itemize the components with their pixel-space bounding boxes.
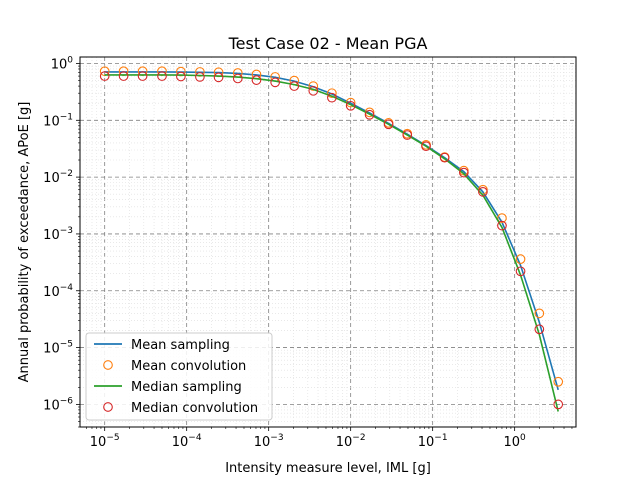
median-convolution-point xyxy=(118,71,129,81)
axes-frame xyxy=(79,56,577,428)
mean-convolution-point xyxy=(497,213,507,223)
median-convolution-point xyxy=(421,141,431,152)
series-layer xyxy=(99,66,564,412)
median-convolution-point xyxy=(289,81,300,91)
legend-label-mean-sampling: Mean sampling xyxy=(131,338,230,353)
median-convolution-point xyxy=(308,85,319,96)
median-convolution-point xyxy=(458,167,469,178)
median-convolution-point xyxy=(157,71,167,81)
legend-swatch-mean-convolution xyxy=(103,360,113,370)
median-convolution-point xyxy=(383,119,394,130)
legend: Mean sampling Mean convolution Median samp… xyxy=(85,332,273,421)
median-convolution-point xyxy=(213,72,224,83)
median-convolution-point xyxy=(534,324,545,335)
median-convolution-point xyxy=(553,399,564,410)
legend-swatch-median-convolution xyxy=(103,402,113,412)
legend-label-median-convolution: Median convolution xyxy=(131,401,258,416)
median-convolution-point xyxy=(195,72,205,82)
mean-convolution-point xyxy=(553,376,564,387)
chart-title: Test Case 02 - Mean PGA xyxy=(228,34,428,53)
median-convolution-point xyxy=(402,130,413,140)
x-axis-label: Intensity measure level, IML [g] xyxy=(225,461,431,476)
median-convolution-point xyxy=(327,92,337,103)
mean-convolution-point xyxy=(327,88,337,99)
median-convolution-point xyxy=(270,77,281,88)
x-tick-label: 10−2 xyxy=(336,433,366,450)
median-convolution-point xyxy=(99,71,110,81)
y-tick-label: 10−5 xyxy=(43,340,73,357)
y-tick-label: 10−2 xyxy=(43,169,73,186)
mean-convolution-point xyxy=(99,66,110,77)
y-tick-label: 10−3 xyxy=(43,226,73,243)
median-convolution-point xyxy=(232,73,243,84)
median-sampling-line xyxy=(104,74,559,412)
mean-convolution-point xyxy=(308,81,319,91)
x-tick-label: 10−5 xyxy=(90,433,120,450)
mean-convolution-point xyxy=(515,254,526,264)
y-tick-label: 10−4 xyxy=(43,283,73,300)
y-tick-label: 100 xyxy=(51,55,74,72)
y-axis-label: Annual probability of exceedance, APoE [… xyxy=(17,102,32,383)
y-tick-label: 10−6 xyxy=(43,396,73,413)
legend-box xyxy=(85,332,273,421)
ticks: 10−5 10−4 10−3 10−2 10−1 100 10−6 10−5 10−4 10−3 1… xyxy=(43,55,573,450)
x-tick-label: 10−1 xyxy=(418,433,448,450)
median-convolution-point xyxy=(497,220,507,231)
median-convolution-point xyxy=(478,187,488,197)
legend-label-median-sampling: Median sampling xyxy=(131,380,242,395)
median-convolution-point xyxy=(176,71,186,82)
x-tick-label: 10−3 xyxy=(254,433,284,450)
median-convolution-point xyxy=(137,71,148,81)
median-convolution-point xyxy=(515,266,526,277)
x-tick-label: 10−4 xyxy=(172,433,202,450)
legend-label-mean-convolution: Mean convolution xyxy=(131,359,246,374)
median-convolution-point xyxy=(364,109,375,120)
mean-convolution-point xyxy=(534,308,545,319)
median-convolution-point xyxy=(345,100,356,111)
median-convolution-point xyxy=(439,152,450,163)
y-tick-label: 10−1 xyxy=(43,112,73,129)
median-convolution-point xyxy=(251,75,262,85)
x-tick-label: 100 xyxy=(504,433,527,450)
